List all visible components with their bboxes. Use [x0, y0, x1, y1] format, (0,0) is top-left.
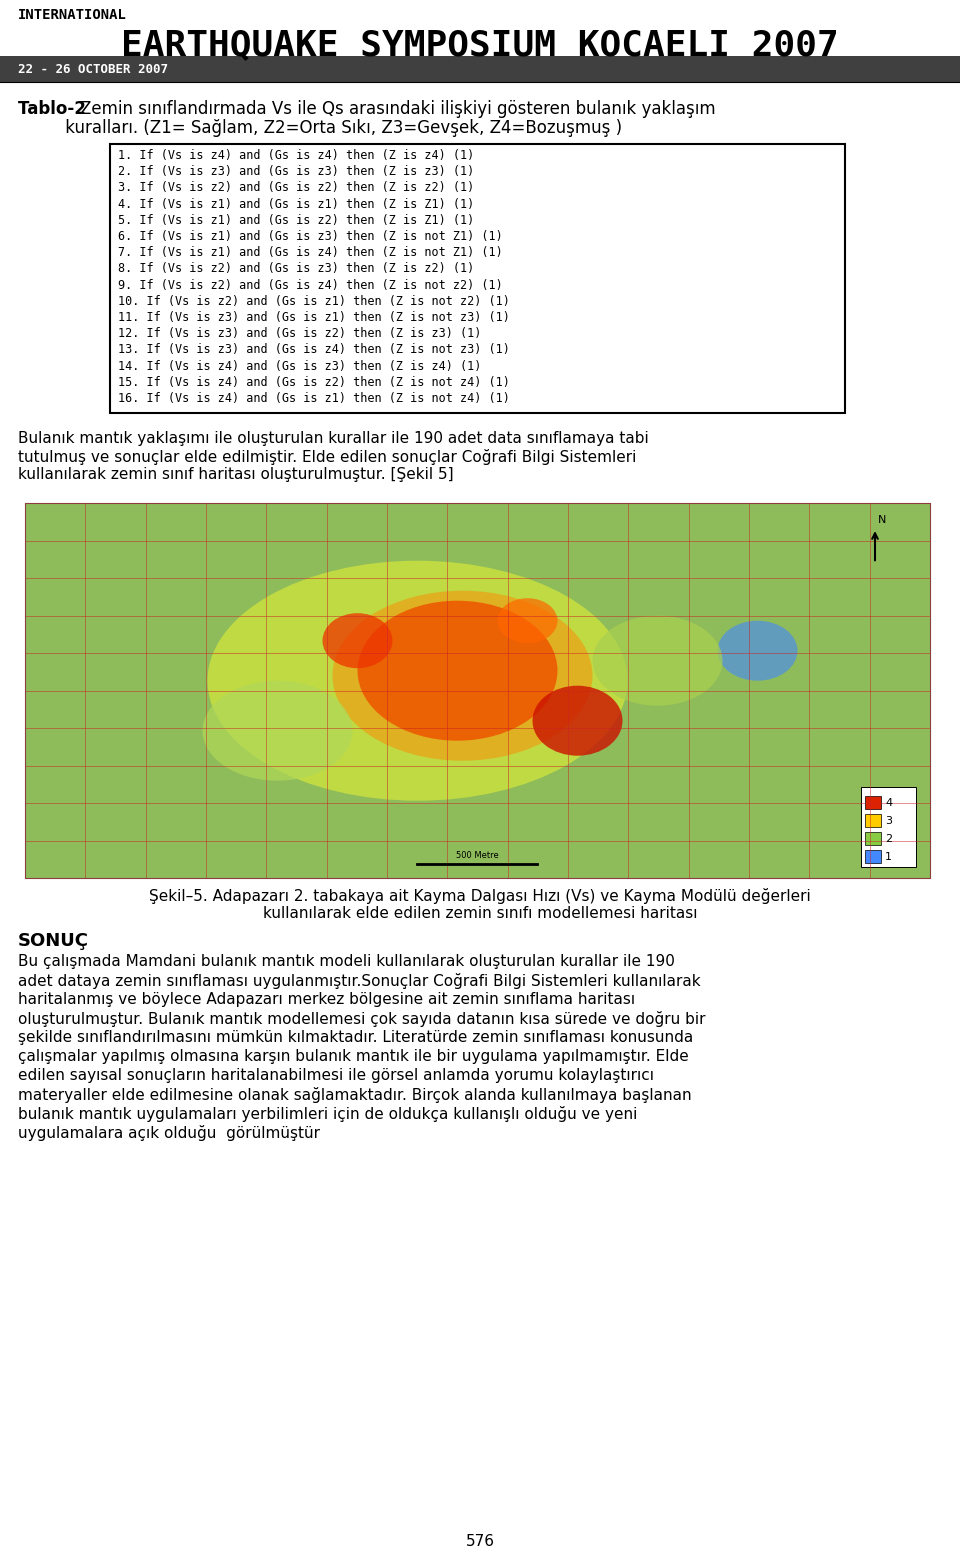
Text: 8. If (Vs is z2) and (Gs is z3) then (Z is z2) (1): 8. If (Vs is z2) and (Gs is z3) then (Z … — [118, 262, 474, 275]
Text: materyaller elde edilmesine olanak sağlamaktadır. Birçok alanda kullanılmaya baş: materyaller elde edilmesine olanak sağla… — [18, 1086, 691, 1104]
Text: adet dataya zemin sınıflaması uygulanmıştır.Sonuçlar Coğrafi Bilgi Sistemleri ku: adet dataya zemin sınıflaması uygulanmış… — [18, 973, 701, 990]
Text: şekilde sınıflandırılmasını mümkün kılmaktadır. Literatürde zemin sınıflaması ko: şekilde sınıflandırılmasını mümkün kılma… — [18, 1030, 693, 1046]
Text: 500 Metre: 500 Metre — [456, 851, 498, 860]
Text: 576: 576 — [466, 1534, 494, 1549]
Text: 12. If (Vs is z3) and (Gs is z2) then (Z is z3) (1): 12. If (Vs is z3) and (Gs is z2) then (Z… — [118, 328, 481, 340]
Text: 9. If (Vs is z2) and (Gs is z4) then (Z is not z2) (1): 9. If (Vs is z2) and (Gs is z4) then (Z … — [118, 278, 503, 292]
Text: kullanılarak elde edilen zemin sınıfı modellemesi haritası: kullanılarak elde edilen zemin sınıfı mo… — [263, 907, 697, 921]
Text: 14. If (Vs is z4) and (Gs is z3) then (Z is z4) (1): 14. If (Vs is z4) and (Gs is z3) then (Z… — [118, 359, 481, 373]
Text: edilen sayısal sonuçların haritalanabilmesi ile görsel anlamda yorumu kolaylaştı: edilen sayısal sonuçların haritalanabilm… — [18, 1068, 654, 1083]
Ellipse shape — [332, 590, 592, 760]
Bar — [865, 851, 881, 863]
Text: N: N — [878, 515, 886, 524]
Text: haritalanmış ve böylece Adapazarı merkez bölgesine ait zemin sınıflama haritası: haritalanmış ve böylece Adapazarı merkez… — [18, 993, 636, 1007]
Text: çalışmalar yapılmış olmasına karşın bulanık mantık ile bir uygulama yapılmamıştı: çalışmalar yapılmış olmasına karşın bula… — [18, 1049, 688, 1065]
Bar — [865, 815, 881, 827]
Ellipse shape — [357, 601, 558, 741]
Text: oluşturulmuştur. Bulanık mantık modellemesi çok sayıda datanın kısa sürede ve do: oluşturulmuştur. Bulanık mantık modellem… — [18, 1012, 706, 1027]
Text: 5. If (Vs is z1) and (Gs is z2) then (Z is Z1) (1): 5. If (Vs is z1) and (Gs is z2) then (Z … — [118, 214, 474, 226]
Text: 22 - 26 OCTOBER 2007: 22 - 26 OCTOBER 2007 — [18, 62, 168, 75]
Text: 7. If (Vs is z1) and (Gs is z4) then (Z is not Z1) (1): 7. If (Vs is z1) and (Gs is z4) then (Z … — [118, 247, 503, 259]
Text: INTERNATIONAL: INTERNATIONAL — [18, 8, 127, 22]
Text: SONUÇ: SONUÇ — [18, 932, 89, 951]
Bar — [865, 796, 881, 809]
Text: tutulmuş ve sonuçlar elde edilmiştir. Elde edilen sonuçlar Coğrafi Bilgi Sisteml: tutulmuş ve sonuçlar elde edilmiştir. El… — [18, 450, 636, 465]
Text: Şekil–5. Adapazarı 2. tabakaya ait Kayma Dalgası Hızı (Vs) ve Kayma Modülü değer: Şekil–5. Adapazarı 2. tabakaya ait Kayma… — [149, 888, 811, 904]
Text: 16. If (Vs is z4) and (Gs is z1) then (Z is not z4) (1): 16. If (Vs is z4) and (Gs is z1) then (Z… — [118, 392, 510, 404]
Text: 1: 1 — [885, 852, 892, 862]
Bar — [25, 503, 930, 879]
Ellipse shape — [592, 615, 723, 706]
Ellipse shape — [717, 621, 798, 681]
Text: kullanılarak zemin sınıf haritası oluşturulmuştur. [Şekil 5]: kullanılarak zemin sınıf haritası oluştu… — [18, 467, 454, 482]
Text: 4: 4 — [885, 798, 892, 809]
Ellipse shape — [497, 598, 558, 643]
Text: 4. If (Vs is z1) and (Gs is z1) then (Z is Z1) (1): 4. If (Vs is z1) and (Gs is z1) then (Z … — [118, 198, 474, 211]
Ellipse shape — [203, 681, 352, 780]
Text: 11. If (Vs is z3) and (Gs is z1) then (Z is not z3) (1): 11. If (Vs is z3) and (Gs is z1) then (Z… — [118, 311, 510, 325]
Bar — [110, 144, 845, 414]
Ellipse shape — [533, 685, 622, 756]
Text: 3: 3 — [885, 816, 892, 826]
Text: 2. If (Vs is z3) and (Gs is z3) then (Z is z3) (1): 2. If (Vs is z3) and (Gs is z3) then (Z … — [118, 165, 474, 178]
Text: Tablo-2: Tablo-2 — [18, 100, 91, 119]
Text: 13. If (Vs is z3) and (Gs is z4) then (Z is not z3) (1): 13. If (Vs is z3) and (Gs is z4) then (Z… — [118, 343, 510, 356]
Text: 15. If (Vs is z4) and (Gs is z2) then (Z is not z4) (1): 15. If (Vs is z4) and (Gs is z2) then (Z… — [118, 376, 510, 389]
Text: 6. If (Vs is z1) and (Gs is z3) then (Z is not Z1) (1): 6. If (Vs is z1) and (Gs is z3) then (Z … — [118, 229, 503, 244]
Text: EARTHQUAKE SYMPOSIUM KOCAELI 2007: EARTHQUAKE SYMPOSIUM KOCAELI 2007 — [121, 28, 839, 62]
Text: 2: 2 — [885, 834, 892, 845]
Ellipse shape — [323, 613, 393, 668]
Text: bulanık mantık uygulamaları yerbilimleri için de oldukça kullanışlı olduğu ve ye: bulanık mantık uygulamaları yerbilimleri… — [18, 1107, 637, 1122]
Text: Bu çalışmada Mamdani bulanık mantık modeli kullanılarak oluşturulan kurallar ile: Bu çalışmada Mamdani bulanık mantık mode… — [18, 954, 675, 969]
Text: uygulamalara açık olduğu  görülmüştür: uygulamalara açık olduğu görülmüştür — [18, 1125, 320, 1141]
Text: 10. If (Vs is z2) and (Gs is z1) then (Z is not z2) (1): 10. If (Vs is z2) and (Gs is z1) then (Z… — [118, 295, 510, 308]
Text: Zemin sınıflandırmada Vs ile Qs arasındaki ilişkiyi gösteren bulanık yaklaşım: Zemin sınıflandırmada Vs ile Qs arasında… — [80, 100, 715, 119]
Text: Bulanık mantık yaklaşımı ile oluşturulan kurallar ile 190 adet data sınıflamaya : Bulanık mantık yaklaşımı ile oluşturulan… — [18, 431, 649, 446]
Text: 3. If (Vs is z2) and (Gs is z2) then (Z is z2) (1): 3. If (Vs is z2) and (Gs is z2) then (Z … — [118, 181, 474, 195]
Bar — [0, 56, 960, 83]
Bar — [861, 787, 916, 868]
Text: kuralları. (Z1= Sağlam, Z2=Orta Sıkı, Z3=Gevşek, Z4=Bozuşmuş ): kuralları. (Z1= Sağlam, Z2=Orta Sıkı, Z3… — [18, 119, 622, 137]
Ellipse shape — [207, 560, 628, 801]
Text: 1. If (Vs is z4) and (Gs is z4) then (Z is z4) (1): 1. If (Vs is z4) and (Gs is z4) then (Z … — [118, 148, 474, 162]
Bar — [865, 832, 881, 845]
